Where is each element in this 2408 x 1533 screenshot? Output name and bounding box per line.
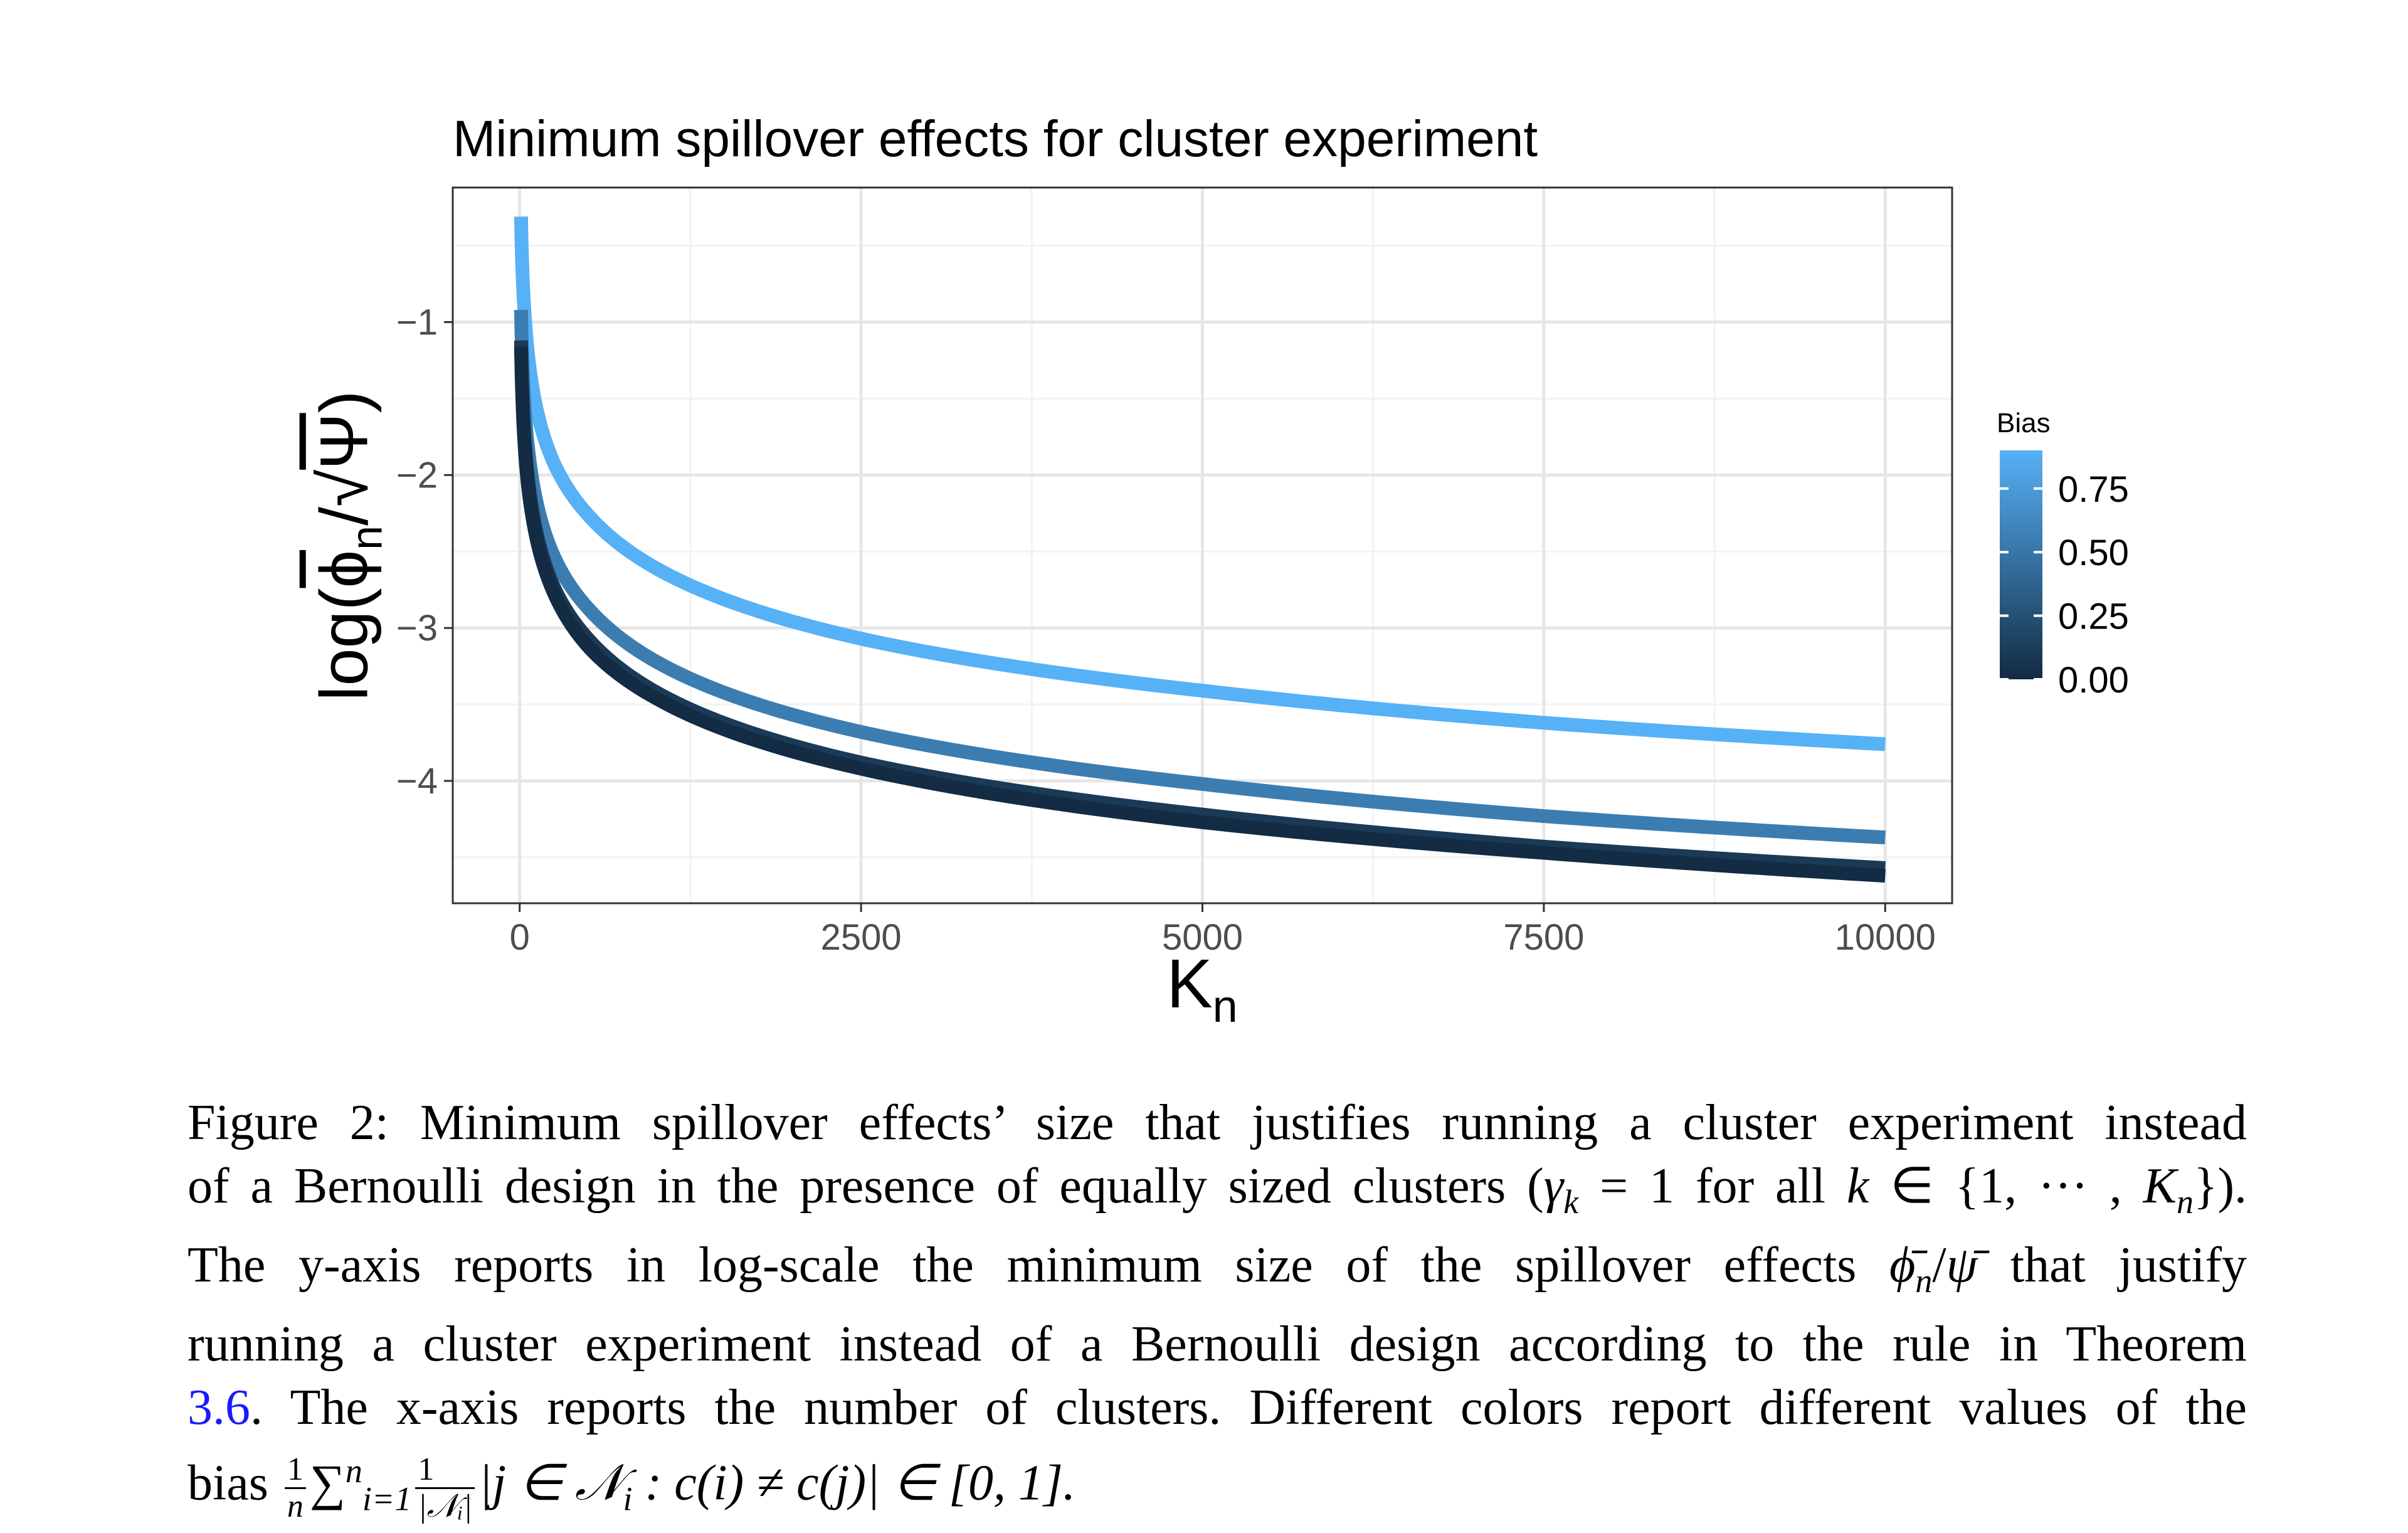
math-set: |j ∈ 𝒩 (478, 1455, 623, 1511)
x-tick-label: 0 (510, 917, 530, 958)
math-sub-n: n (2176, 1183, 2194, 1221)
legend-title: Bias (1997, 408, 2051, 438)
math-gamma: γ (1543, 1159, 1564, 1214)
gridlines (453, 188, 1952, 903)
math-fraction-neighbors: 1 |𝒩ᵢ| (415, 1451, 475, 1524)
x-label-base: K (1166, 945, 1213, 1022)
fraction-denominator: n (287, 1488, 304, 1524)
colorbar-tick-label: 0.25 (2058, 597, 2129, 637)
y-label-phi: ϕ (305, 549, 382, 588)
x-label-sub: n (1212, 982, 1238, 1032)
chart-title: Minimum spillover effects for cluster ex… (453, 110, 1538, 167)
theorem-reference-link[interactable]: 3.6 (187, 1380, 250, 1435)
math-psi: ψ̄ (1946, 1238, 1978, 1293)
caption-line-2: of a Bernoulli design in the presence of… (187, 1155, 2247, 1234)
caption-text: of a Bernoulli design in the presence of… (187, 1159, 1544, 1214)
figure-caption: Figure 2: Minimum spillover effects’ siz… (187, 1091, 2247, 1531)
caption-text: = 1 for all (1578, 1159, 1847, 1214)
sum-lower: i=1 (362, 1480, 412, 1518)
fraction-numerator: 1 (284, 1451, 306, 1489)
x-tick-label: 10000 (1835, 917, 1936, 958)
colorbar-tick-label: 0.00 (2058, 660, 2129, 701)
caption-line-4: running a cluster experiment instead of … (187, 1317, 2247, 1372)
math-sub-k: k (1563, 1183, 1579, 1221)
caption-text: The y-axis reports in log-scale the mini… (187, 1238, 1889, 1293)
chart: 0 2500 5000 7500 10000−1−2−3−4 0.750.500.250… (396, 186, 2129, 958)
x-tick-label: 7500 (1503, 917, 1584, 958)
caption-line-6: bias 1 n ∑ni=1 1 |𝒩ᵢ| |j ∈ 𝒩i : c(i) ≠ c(j)| … (187, 1440, 2247, 1531)
y-label-phi-sub: n (342, 525, 391, 550)
caption-text: bias (187, 1455, 281, 1511)
colorbar-tick-label: 0.75 (2058, 469, 2129, 510)
caption-text: that justify (1977, 1238, 2247, 1293)
y-axis-label: log(ϕn/√Ψ) (305, 390, 392, 701)
math-sum: ∑ (309, 1455, 346, 1511)
x-tick-label: 2500 (821, 917, 902, 958)
math-sub-n: n (1915, 1262, 1933, 1300)
y-label-psi: Ψ (305, 413, 382, 470)
math-k: k (1846, 1159, 1869, 1214)
y-tick-label: −3 (396, 608, 438, 649)
caption-line-3: The y-axis reports in log-scale the mini… (187, 1234, 2247, 1313)
fraction-numerator: 1 (415, 1451, 475, 1489)
colorbar-ticks: 0.75 0.50 0.25 0.00 (2000, 469, 2129, 701)
math-condition: : c(i) ≠ c(j)| ∈ [0, 1]. (632, 1455, 1076, 1511)
colorbar (2000, 450, 2042, 679)
caption-text: ∈ {1, ··· , (1869, 1159, 2143, 1214)
caption-line-1: Figure 2: Minimum spillover effects’ siz… (187, 1095, 2247, 1150)
fraction-denominator: |𝒩ᵢ| (418, 1488, 472, 1524)
sum-upper: n (345, 1452, 362, 1490)
colorbar-tick-label: 0.50 (2058, 533, 2129, 573)
caption-text: }). (2193, 1159, 2247, 1214)
caption-line-5: 3.6. The x-axis reports the number of cl… (187, 1376, 2247, 1440)
math-K: K (2143, 1159, 2177, 1214)
y-tick-label: −2 (396, 455, 438, 496)
math-sub-i: i (623, 1480, 633, 1518)
y-label-close: ) (305, 390, 382, 413)
caption-text: . The x-axis reports the number of clust… (250, 1380, 2247, 1435)
x-axis-label: Kn (1166, 944, 1237, 1032)
x-tick-label: 5000 (1162, 917, 1243, 958)
y-label-slash: / (305, 506, 382, 526)
math-slash: / (1932, 1238, 1946, 1293)
y-tick-label: −1 (396, 302, 438, 343)
series-lines (514, 216, 1886, 883)
y-label-log: log( (305, 588, 382, 701)
y-tick-label: −4 (396, 761, 438, 802)
y-label-sqrt: √ (305, 469, 382, 507)
math-phi: ϕ̄ (1889, 1238, 1916, 1293)
axes: 0 2500 5000 7500 10000 −1 −2 −3 −4 (396, 302, 1936, 958)
series-line (514, 346, 1886, 883)
